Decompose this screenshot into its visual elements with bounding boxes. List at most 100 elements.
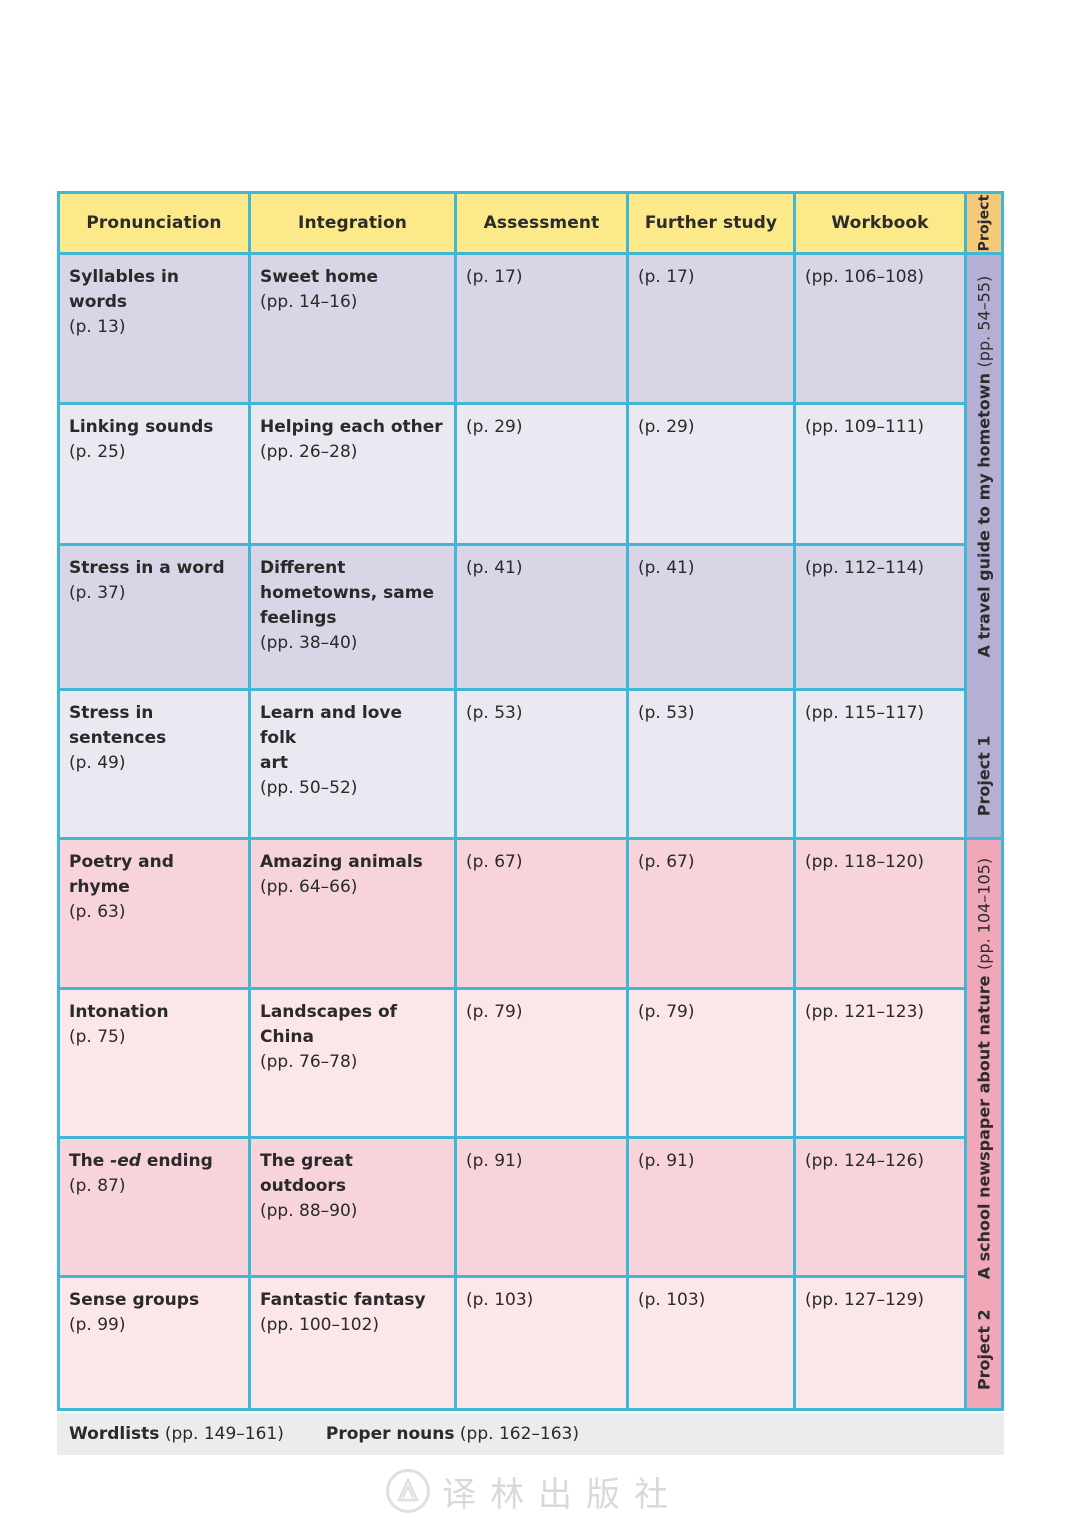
further-study-page: (p. 79) [638,1002,695,1022]
workbook-cell: (pp. 127–129) [796,1278,964,1408]
assessment-cell: (p. 91) [457,1139,626,1275]
pronunciation-cell: Intonation (p. 75) [60,990,248,1136]
pronunciation-page: (p. 63) [69,902,126,922]
integration-page: (pp. 100–102) [260,1315,380,1335]
assessment-cell: (p. 29) [457,405,626,543]
workbook-cell: (pp. 115–117) [796,691,964,837]
header-label: Workbook [831,213,929,233]
further-study-page: (p. 53) [638,703,695,723]
assessment-page: (p. 29) [466,417,523,437]
project-1-side-label: Project 1 A travel guide to my hometown (… [967,255,1001,837]
pronunciation-page: (p. 49) [69,753,126,773]
integration-cell: Fantastic fantasy (pp. 100–102) [251,1278,454,1408]
pronunciation-page: (p. 87) [69,1176,126,1196]
table-row: The -ed ending (p. 87) The great outdoors (… [60,1139,964,1275]
assessment-page: (p. 79) [466,1002,523,1022]
assessment-cell: (p. 53) [457,691,626,837]
integration-cell: Helping each other (pp. 26–28) [251,405,454,543]
integration-title-line: Amazing animals [260,852,423,872]
project-pages: (pp. 54–55) [974,275,994,368]
header-pronunciation: Pronunciation [60,194,248,252]
integration-title-line: feelings [260,608,337,628]
section-divider [60,837,1001,840]
pronunciation-cell: Linking sounds (p. 25) [60,405,248,543]
assessment-page: (p. 67) [466,852,523,872]
integration-title-line: Landscapes of China [260,1002,398,1047]
assessment-cell: (p. 41) [457,546,626,688]
assessment-cell: (p. 79) [457,990,626,1136]
pronunciation-page: (p. 13) [69,317,126,337]
pronunciation-page: (p. 25) [69,442,126,462]
wordlists-label: Wordlists [69,1424,160,1444]
assessment-cell: (p. 103) [457,1278,626,1408]
integration-title-line: The great outdoors [260,1151,353,1196]
further-study-page: (p. 29) [638,417,695,437]
pronunciation-title: Stress in sentences [69,703,167,748]
wordlists-pages: (pp. 149–161) [164,1424,284,1444]
pronunciation-title: Poetry and rhyme [69,852,174,897]
pronunciation-title: Stress in a word [69,558,225,578]
workbook-cell: (pp. 121–123) [796,990,964,1136]
title-italic-part: -ed [110,1151,141,1171]
proper-nouns-label: Proper nouns [325,1424,455,1444]
pronunciation-page: (p. 99) [69,1315,126,1335]
publisher-watermark: 译林出版社 [386,1466,682,1516]
header-label: Integration [298,213,407,233]
contents-table: Pronunciation Integration Assessment Fur… [57,191,1004,1411]
assessment-page: (p. 103) [466,1290,534,1310]
workbook-page: (pp. 109–111) [805,417,925,437]
pronunciation-title: Linking sounds [69,417,214,437]
further-study-cell: (p. 41) [629,546,793,688]
integration-cell: Different hometowns, same feelings (pp. 38–… [251,546,454,688]
publisher-logo-icon [386,1469,430,1513]
table-row: Linking sounds (p. 25) Helping each other (… [60,405,964,543]
project-pages: (pp. 104–105) [974,857,994,970]
project-label: Project 2 [974,1309,994,1391]
integration-page: (pp. 64–66) [260,877,358,897]
integration-title-line: Helping each other [260,417,443,437]
integration-title-line: Learn and love folk [260,703,403,748]
table-row: Stress in a word (p. 37) Different hometown… [60,546,964,688]
workbook-page: (pp. 124–126) [805,1151,925,1171]
assessment-cell: (p. 67) [457,840,626,987]
table-row: Intonation (p. 75) Landscapes of China (pp.… [60,990,964,1136]
workbook-cell: (pp. 106–108) [796,255,964,402]
integration-page: (pp. 26–28) [260,442,358,462]
project-title: A travel guide to my hometown [974,373,994,658]
header-project: Project [967,194,1001,252]
proper-nouns-pages: (pp. 162–163) [459,1424,579,1444]
integration-title-line: art [260,753,288,773]
integration-title-line: hometowns, same [260,583,434,603]
pronunciation-title: The -ed ending [69,1149,238,1174]
pronunciation-page: (p. 37) [69,583,126,603]
assessment-page: (p. 53) [466,703,523,723]
title-part: ending [140,1151,213,1171]
integration-page: (pp. 88–90) [260,1201,358,1221]
integration-page: (pp. 50–52) [260,778,358,798]
pronunciation-cell: Poetry and rhyme (p. 63) [60,840,248,987]
further-study-cell: (p. 91) [629,1139,793,1275]
table-row: Stress in sentences (p. 49) Learn and love… [60,691,964,837]
assessment-page: (p. 91) [466,1151,523,1171]
project-1-text: Project 1 A travel guide to my hometown (… [975,276,994,816]
header-label: Project [976,194,992,252]
integration-page: (pp. 38–40) [260,633,358,653]
integration-title-line: Fantastic fantasy [260,1290,426,1310]
integration-cell: Landscapes of China (pp. 76–78) [251,990,454,1136]
project-title: A school newspaper about nature [974,975,994,1280]
further-study-page: (p. 17) [638,267,695,287]
pronunciation-cell: Stress in sentences (p. 49) [60,691,248,837]
table-row: Syllables in words (p. 13) Sweet home (pp. … [60,255,964,402]
pronunciation-title: Sense groups [69,1290,200,1310]
workbook-cell: (pp. 118–120) [796,840,964,987]
further-study-cell: (p. 17) [629,255,793,402]
further-study-cell: (p. 53) [629,691,793,837]
assessment-cell: (p. 17) [457,255,626,402]
workbook-cell: (pp. 112–114) [796,546,964,688]
further-study-cell: (p. 103) [629,1278,793,1408]
further-study-cell: (p. 67) [629,840,793,987]
integration-cell: Sweet home (pp. 14–16) [251,255,454,402]
pronunciation-cell: Stress in a word (p. 37) [60,546,248,688]
integration-title-line: Different [260,558,346,578]
integration-cell: Learn and love folk art (pp. 50–52) [251,691,454,837]
